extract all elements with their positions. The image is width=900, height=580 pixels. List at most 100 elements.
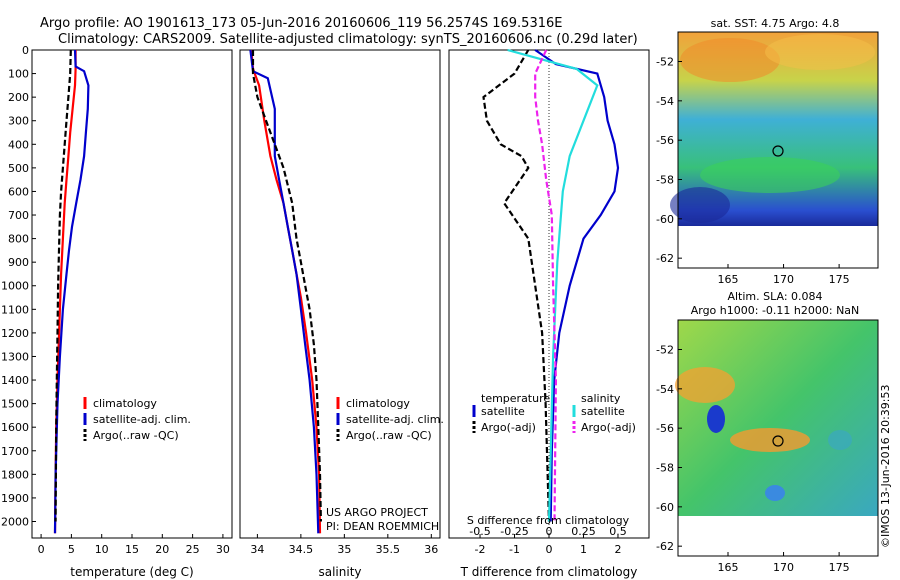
x-tick-label: -1	[509, 543, 520, 556]
t-difference-x-axis: -2 -1 0 1 2	[475, 534, 621, 556]
t-difference-xlabel: T difference from climatology	[460, 565, 638, 579]
header-line2: Climatology: CARS2009. Satellite-adjuste…	[58, 32, 638, 47]
project-label: US ARGO PROJECT	[326, 506, 428, 519]
x-tick-label: 30	[216, 543, 230, 556]
sla-low-patch	[765, 485, 785, 501]
legend-satellite-label: satellite-adj. clim.	[346, 413, 444, 426]
legend-t-argo-label: Argo(-adj)	[481, 421, 536, 434]
series-line-1-2	[53, 49, 90, 534]
map-x-tick-label: 165	[718, 561, 739, 574]
legend-satellite-label: satellite-adj. clim.	[93, 413, 191, 426]
depth-tick-label: 1800	[1, 468, 29, 481]
legend-t-satellite-label: satellite	[481, 405, 525, 418]
s-tick-label: 0.5	[609, 525, 627, 538]
depth-tick-label: 400	[8, 138, 29, 151]
legend-climatology-label: climatology	[346, 397, 410, 410]
map-y-tick-label: -60	[656, 501, 674, 514]
sst-warm-patch	[680, 38, 780, 82]
x-tick-label: 36	[424, 543, 438, 556]
temperature-lines	[53, 49, 90, 534]
x-tick-label: 34.5	[289, 543, 314, 556]
map-x-tick-label: 170	[773, 273, 794, 286]
depth-axis: 0 100 200 300 400 500 600 700 800 900 1000 1100 1200…	[1, 44, 36, 528]
map-y-tick-label: -56	[656, 134, 674, 147]
salinity-xlabel: salinity	[318, 565, 361, 579]
map-y-tick-label: -58	[656, 462, 674, 475]
temperature-legend: climatology satellite-adj. clim. Argo(..…	[83, 397, 191, 442]
salinity-axes-box	[239, 49, 441, 539]
depth-tick-label: 100	[8, 68, 29, 81]
legend-argo-label: Argo(..raw -QC)	[346, 429, 432, 442]
map-y-tick-label: -62	[656, 252, 674, 265]
series-line-3-3	[507, 48, 599, 522]
sla-map-title-2: Argo h1000: -0.11 h2000: NaN	[691, 304, 860, 317]
x-tick-label: -2	[475, 543, 486, 556]
sst-map-box	[677, 31, 879, 269]
salinity-x-axis: 34 34.5 35 35.5 36	[250, 534, 438, 556]
sst-land-mask	[678, 226, 878, 268]
map-y-tick-label: -52	[656, 344, 674, 357]
legend-temperature-title: temperature	[481, 392, 550, 405]
sla-map-panel: Altim. SLA: 0.084 Argo h1000: -0.11 h200…	[656, 290, 879, 575]
float-position-marker	[772, 435, 784, 447]
x-tick-label: 15	[125, 543, 139, 556]
depth-tick-label: 800	[8, 233, 29, 246]
salinity-legend: climatology satellite-adj. clim. Argo(..…	[336, 397, 444, 442]
map-x-tick-label: 170	[773, 561, 794, 574]
temperature-x-axis: 0 5 10 15 20 25 30	[38, 534, 230, 556]
series-line-2-1	[250, 49, 322, 534]
float-position-marker	[772, 145, 784, 157]
sla-map-title-1: Altim. SLA: 0.084	[727, 290, 822, 303]
depth-tick-label: 1100	[1, 303, 29, 316]
temperature-axes-box	[31, 49, 233, 539]
depth-tick-label: 600	[8, 185, 29, 198]
depth-tick-label: 300	[8, 115, 29, 128]
depth-tick-label: 1200	[1, 327, 29, 340]
x-tick-label: 34	[250, 543, 264, 556]
depth-tick-label: 1500	[1, 398, 29, 411]
depth-tick-label: 1600	[1, 421, 29, 434]
map-y-tick-label: -58	[656, 174, 674, 187]
depth-tick-label: 1400	[1, 374, 29, 387]
s-difference-xlabel: S difference from climatology	[467, 514, 630, 527]
series-line-3-4	[534, 49, 558, 522]
s-tick-label: 0.25	[571, 525, 596, 538]
depth-tick-label: 700	[8, 209, 29, 222]
header-line1: Argo profile: AO 1901613_173 05-Jun-2016…	[40, 16, 562, 31]
map-x-tick-label: 175	[829, 273, 850, 286]
x-tick-label: 2	[614, 543, 621, 556]
s-tick-label: 0	[546, 525, 553, 538]
imos-watermark: ©IMOS 13-Jun-2016 20:39:53	[879, 384, 892, 548]
map-y-tick-label: -60	[656, 213, 674, 226]
x-tick-label: 35	[337, 543, 351, 556]
depth-tick-label: 500	[8, 162, 29, 175]
sla-map-axes: 165 170 175 -52 -54 -56 -58 -60 -62	[656, 344, 850, 575]
depth-tick-label: 1900	[1, 492, 29, 505]
salinity-panel: 34 34.5 35 35.5 36 salinity climatology sate…	[239, 49, 444, 579]
x-tick-label: 20	[155, 543, 169, 556]
legend-argo-label: Argo(..raw -QC)	[93, 429, 179, 442]
series-line-1-3	[54, 49, 72, 522]
depth-tick-label: 200	[8, 91, 29, 104]
legend-s-argo-label: Argo(-adj)	[581, 421, 636, 434]
sst-warm-patch	[765, 34, 875, 70]
temperature-xlabel: temperature (deg C)	[70, 565, 193, 579]
s-tick-label: -0.25	[500, 525, 528, 538]
difference-lines	[482, 48, 620, 522]
legend-s-satellite-label: satellite	[581, 405, 625, 418]
map-y-tick-label: -56	[656, 422, 674, 435]
difference-panel: -2 -1 0 1 2 -0.5 -0.25 0 0.25 0.5 S difference f…	[448, 48, 650, 579]
s-difference-x-axis: -0.5 -0.25 0 0.25 0.5	[469, 525, 626, 538]
s-tick-label: -0.5	[469, 525, 490, 538]
pi-label: PI: DEAN ROEMMICH	[326, 520, 439, 533]
sla-map-box	[677, 319, 879, 557]
x-tick-label: 25	[186, 543, 200, 556]
x-tick-label: 0	[546, 543, 553, 556]
depth-tick-label: 2000	[1, 515, 29, 528]
x-tick-label: 35.5	[376, 543, 401, 556]
difference-legend: temperature satellite Argo(-adj) salinit…	[472, 392, 636, 434]
sst-map-panel: sat. SST: 4.75 Argo: 4.8 165 170 175 -52 -54…	[656, 17, 879, 286]
legend-climatology-label: climatology	[93, 397, 157, 410]
legend-salinity-title: salinity	[581, 392, 621, 405]
x-tick-label: 1	[580, 543, 587, 556]
